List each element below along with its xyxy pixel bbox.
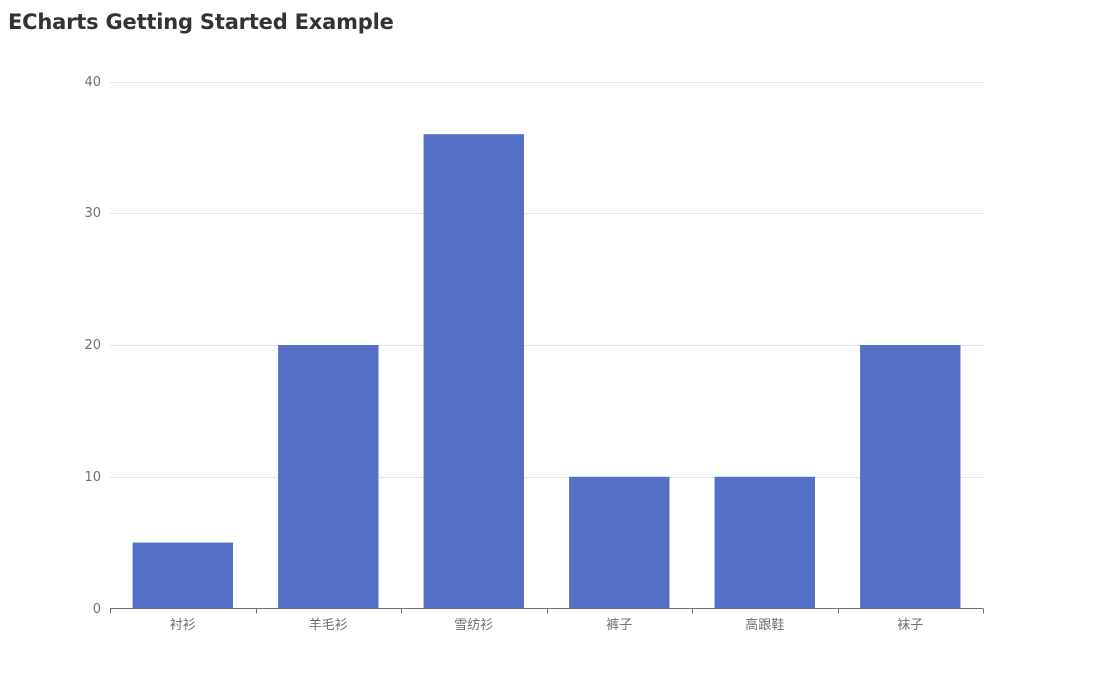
x-axis — [110, 608, 984, 614]
bar — [278, 345, 379, 609]
bar — [132, 542, 233, 609]
y-tick-label: 20 — [84, 338, 101, 353]
x-tick-label: 羊毛衫 — [309, 617, 348, 633]
x-tick-label: 袜子 — [897, 618, 923, 633]
bar — [423, 134, 524, 609]
y-tick-label: 30 — [84, 206, 101, 221]
y-tick-label: 40 — [84, 75, 101, 90]
y-tick-label: 10 — [84, 470, 101, 485]
x-tick-label: 衬衫 — [170, 618, 196, 633]
bar-series — [132, 134, 961, 609]
x-tick-label: 裤子 — [606, 618, 632, 633]
bar — [860, 345, 961, 609]
bar — [569, 476, 670, 609]
y-axis-tick-labels: 0 10 20 30 40 — [84, 75, 101, 617]
x-axis-tick-labels: 衬衫 羊毛衫 雪纺衫 裤子 高跟鞋 袜子 — [170, 617, 924, 633]
page-title: ECharts Getting Started Example — [8, 10, 394, 34]
y-tick-label: 0 — [93, 602, 101, 617]
bar — [714, 476, 815, 609]
x-tick-label: 雪纺衫 — [454, 618, 493, 633]
x-tick-label: 高跟鞋 — [745, 617, 784, 633]
grid-lines — [110, 82, 983, 478]
